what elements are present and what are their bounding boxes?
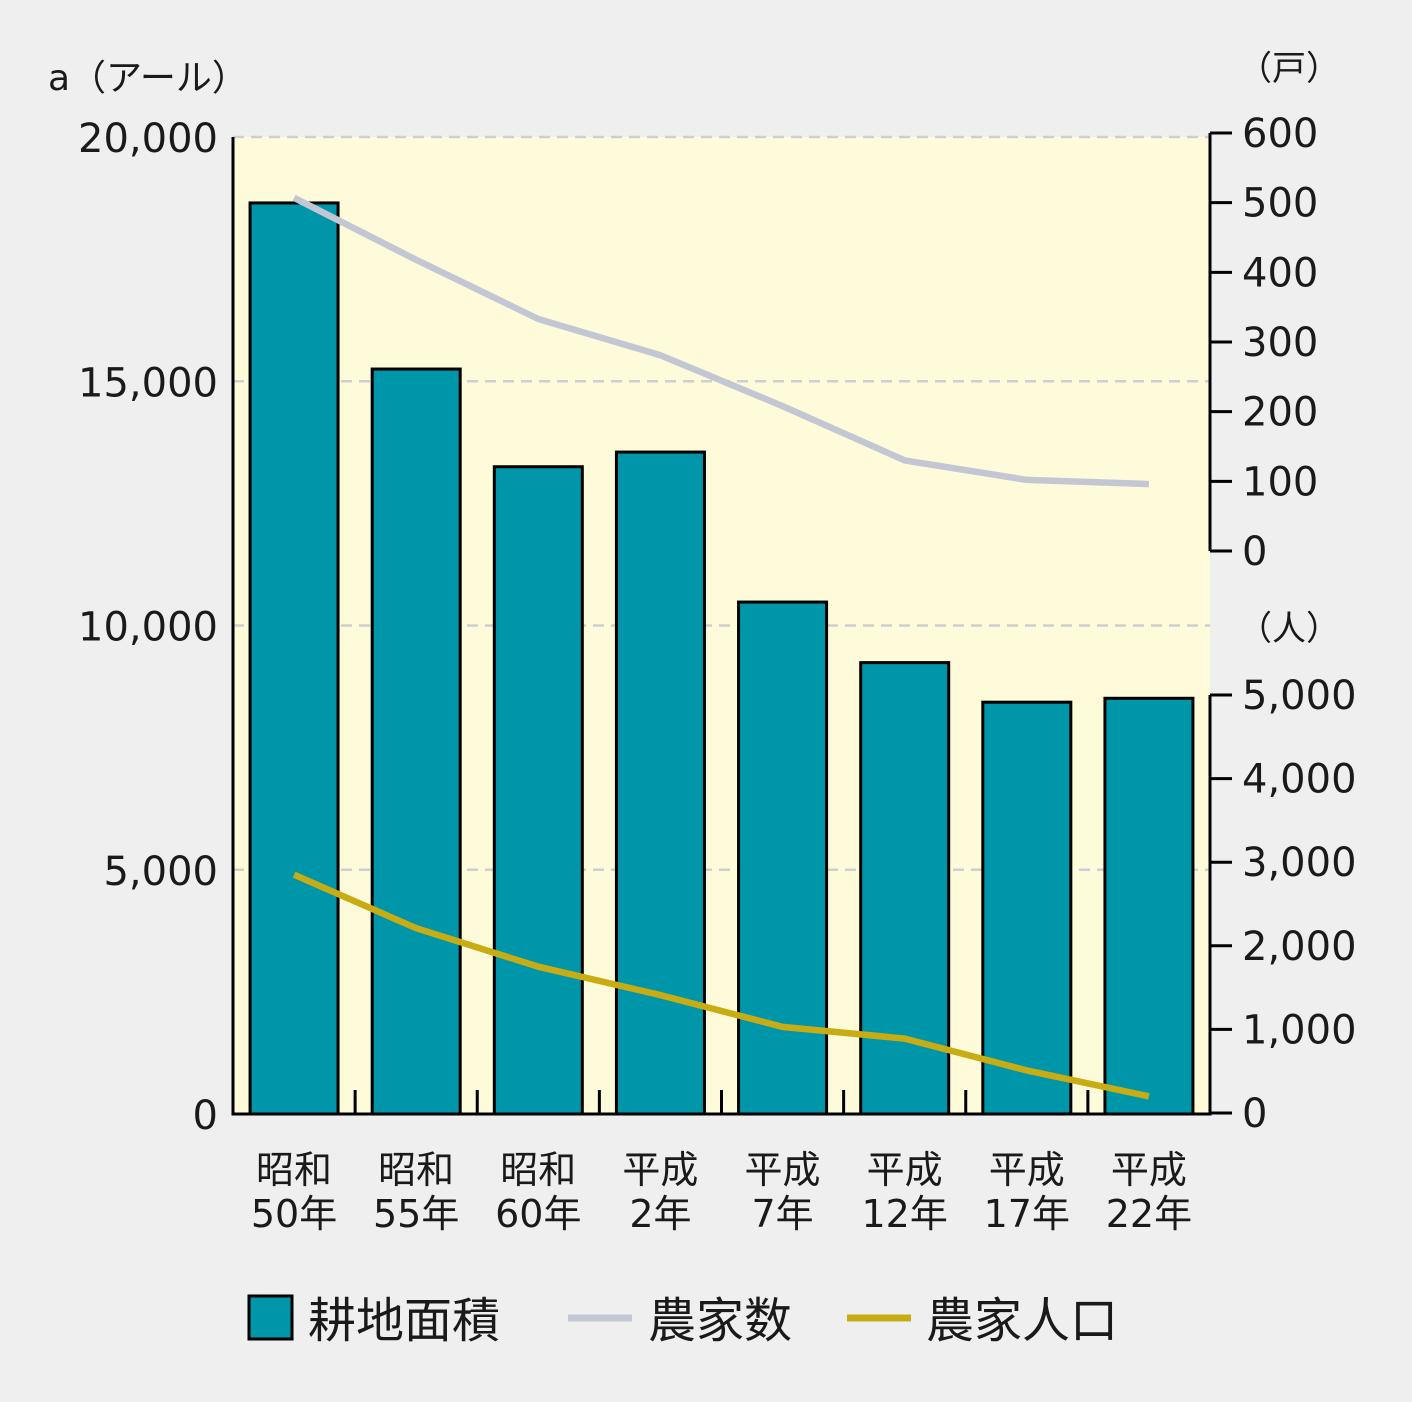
right-tick-label-population-3: 3,000 bbox=[1242, 840, 1357, 886]
right-tick-label-households-5: 500 bbox=[1242, 181, 1318, 227]
line-population bbox=[292, 871, 1150, 1100]
left-axis-label: a（アール） bbox=[48, 58, 248, 99]
right-tick-label-households-4: 400 bbox=[1242, 250, 1318, 296]
category-label-7-1: 22年 bbox=[1106, 1192, 1192, 1236]
right-tick-label-population-4: 4,000 bbox=[1242, 757, 1357, 803]
category-label-1-1: 55年 bbox=[373, 1192, 459, 1236]
right-tick-label-households-2: 200 bbox=[1242, 390, 1318, 436]
lines-layer bbox=[292, 194, 1150, 1100]
right-tick-label-population-0: 0 bbox=[1242, 1091, 1267, 1137]
left-tick-label-2: 10,000 bbox=[78, 605, 218, 651]
bar-6 bbox=[981, 700, 1073, 1116]
bar-3 bbox=[614, 450, 706, 1116]
category-label-1-0: 昭和 bbox=[378, 1148, 454, 1192]
right-tick-label-population-1: 1,000 bbox=[1242, 1007, 1357, 1053]
left-tick-label-0: 0 bbox=[193, 1093, 218, 1139]
bar-4 bbox=[737, 600, 829, 1116]
category-label-3-0: 平成 bbox=[622, 1148, 698, 1192]
right-tick-label-population-2: 2,000 bbox=[1242, 924, 1357, 970]
bar-1 bbox=[370, 367, 462, 1116]
tick-labels-layer: 0 5,000 10,000 15,000 20,000 0 100 200 300 400 500… bbox=[78, 111, 1356, 1139]
category-label-6-0: 平成 bbox=[989, 1148, 1065, 1192]
category-label-3-1: 2年 bbox=[629, 1192, 691, 1236]
bar-0 bbox=[248, 201, 340, 1116]
left-tick-label-4: 20,000 bbox=[78, 116, 218, 162]
axes-layer bbox=[231, 131, 1232, 1116]
bar-2 bbox=[492, 465, 584, 1116]
left-tick-label-1: 5,000 bbox=[103, 849, 218, 895]
category-label-0-0: 昭和 bbox=[256, 1148, 332, 1192]
category-label-4-0: 平成 bbox=[745, 1148, 821, 1192]
category-label-6-1: 17年 bbox=[984, 1192, 1070, 1236]
legend: 耕地面積 農家数 農家人口 bbox=[247, 1293, 1118, 1349]
right-tick-label-households-0: 0 bbox=[1242, 529, 1267, 575]
right-tick-label-population-5: 5,000 bbox=[1242, 673, 1357, 719]
line-households bbox=[292, 194, 1150, 488]
category-label-7-0: 平成 bbox=[1111, 1148, 1187, 1192]
category-label-5-1: 12年 bbox=[862, 1192, 948, 1236]
right-tick-label-households-3: 300 bbox=[1242, 320, 1318, 366]
legend-label-households: 農家数 bbox=[648, 1293, 792, 1349]
category-label-4-1: 7年 bbox=[751, 1192, 813, 1236]
left-tick-label-3: 15,000 bbox=[78, 360, 218, 406]
category-label-2-0: 昭和 bbox=[500, 1148, 576, 1192]
category-label-2-1: 60年 bbox=[495, 1192, 581, 1236]
legend-swatch-farmland bbox=[247, 1294, 294, 1341]
right-tick-label-households-6: 600 bbox=[1242, 111, 1318, 157]
right-axis-label-population: （人） bbox=[1238, 609, 1340, 649]
right-tick-label-households-1: 100 bbox=[1242, 459, 1318, 505]
bar-7 bbox=[1103, 696, 1195, 1116]
category-label-0-1: 50年 bbox=[251, 1192, 337, 1236]
right-axis-label-households: （戸） bbox=[1238, 49, 1340, 89]
category-label-5-0: 平成 bbox=[867, 1148, 943, 1192]
legend-label-population: 農家人口 bbox=[926, 1293, 1118, 1349]
legend-label-farmland: 耕地面積 bbox=[308, 1293, 500, 1349]
